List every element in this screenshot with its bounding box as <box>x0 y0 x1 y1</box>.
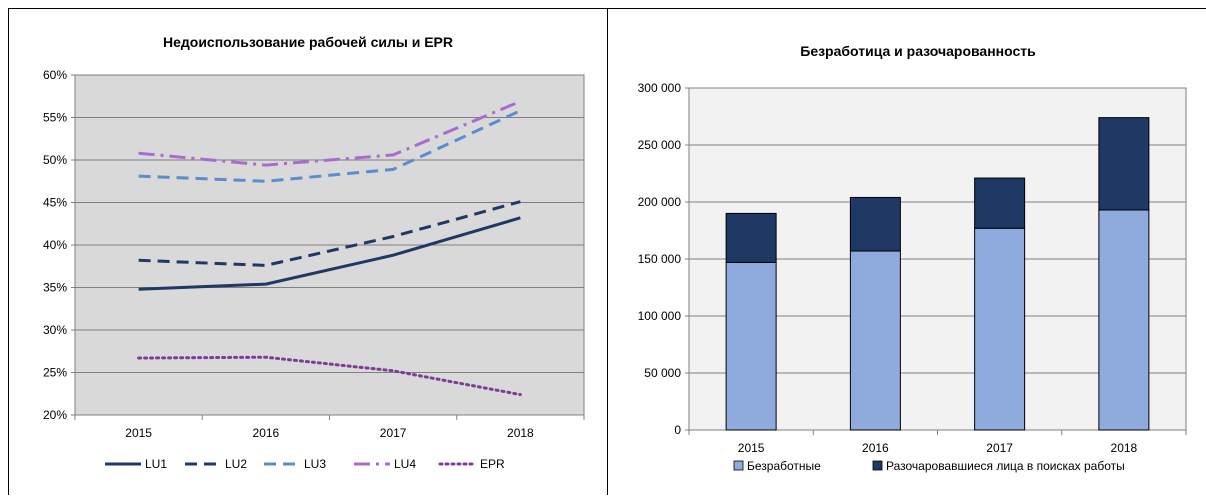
legend-label-epr: EPR <box>480 457 505 471</box>
legend-label-unemployed: Безработные <box>747 459 821 473</box>
series-line-lu3 <box>138 109 522 183</box>
series-line-lu4 <box>138 99 521 167</box>
y-tick-label: 20% <box>43 408 67 422</box>
x-tick-label: 2015 <box>738 441 765 455</box>
legend-label-lu1: LU1 <box>145 457 167 471</box>
y-tick-label: 60% <box>43 68 67 82</box>
right-chart-panel: Безработица и разочарованность 0 50 000 10… <box>607 8 1206 495</box>
y-tick-label: 50% <box>43 153 67 167</box>
y-tick-label: 100 000 <box>638 309 682 323</box>
left-chart-panel: Недоиспользование рабочей силы и EPR 20%… <box>8 8 608 495</box>
bar-segment-unemployed <box>1098 209 1150 431</box>
y-tick-label: 300 000 <box>638 81 682 95</box>
bar-segment-discouraged <box>974 177 1026 229</box>
y-tick-label: 0 <box>674 423 681 437</box>
legend-label-discouraged: Разочаровавшиеся лица в поисках работы <box>886 459 1125 473</box>
line-chart: Недоиспользование рабочей силы и EPR 20%… <box>43 34 585 471</box>
x-tick-label: 2015 <box>125 426 152 440</box>
x-tick-label: 2017 <box>380 426 407 440</box>
x-tick-label: 2016 <box>862 441 889 455</box>
y-tick-label: 25% <box>43 366 67 380</box>
stacked-bar-chart: Безработица и разочарованность 0 50 000 10… <box>638 43 1187 473</box>
legend-label-lu3: LU3 <box>304 457 326 471</box>
y-tick-label: 55% <box>43 111 67 125</box>
legend-label-lu2: LU2 <box>225 457 247 471</box>
x-tick-label: 2016 <box>253 426 280 440</box>
x-tick-label: 2017 <box>986 441 1013 455</box>
bar-segment-unemployed <box>725 261 777 431</box>
bar-segment-unemployed <box>849 250 901 431</box>
legend-swatch-discouraged <box>872 460 883 471</box>
legend-swatch-unemployed <box>733 460 744 471</box>
y-tick-label: 45% <box>43 196 67 210</box>
chart-title: Безработица и разочарованность <box>800 43 1036 59</box>
bar-segment-discouraged <box>725 212 777 263</box>
series-line-lu2 <box>138 200 521 267</box>
series-line-lu1 <box>138 216 521 291</box>
y-tick-label: 200 000 <box>638 195 682 209</box>
bar-segment-discouraged <box>849 196 901 252</box>
bar-segment-discouraged <box>1098 117 1150 211</box>
y-tick-label: 35% <box>43 281 67 295</box>
y-tick-label: 50 000 <box>644 366 681 380</box>
bar-segment-unemployed <box>974 227 1026 431</box>
y-tick-label: 150 000 <box>638 252 682 266</box>
y-tick-label: 250 000 <box>638 138 682 152</box>
x-tick-label: 2018 <box>507 426 534 440</box>
x-tick-label: 2018 <box>1111 441 1138 455</box>
y-tick-label: 30% <box>43 323 67 337</box>
legend-label-lu4: LU4 <box>394 457 416 471</box>
y-tick-label: 40% <box>43 238 67 252</box>
chart-title: Недоиспользование рабочей силы и EPR <box>163 34 453 50</box>
series-line-epr <box>137 355 522 397</box>
